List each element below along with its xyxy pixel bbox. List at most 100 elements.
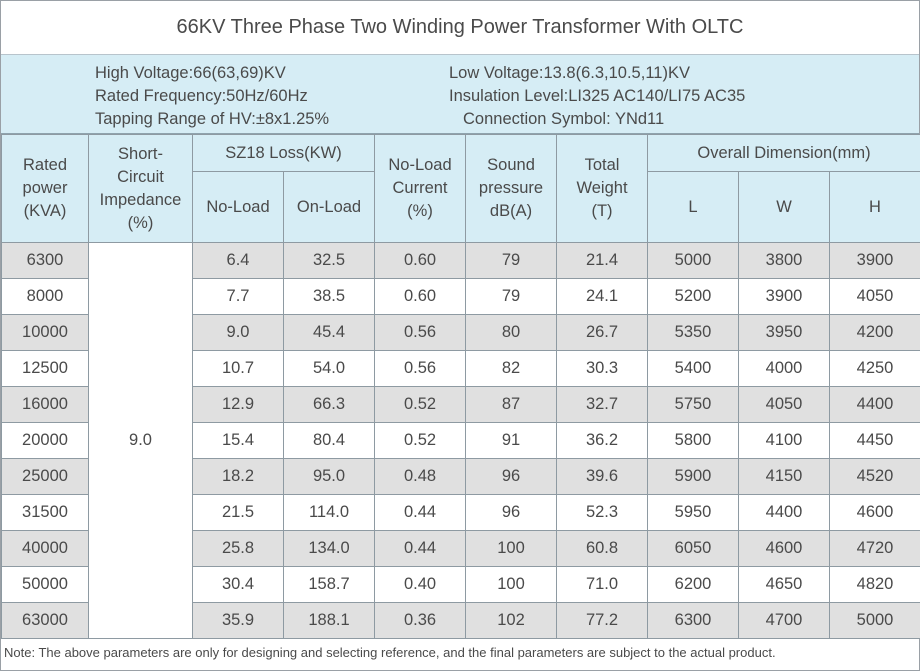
cell-sound-pressure: 102 xyxy=(465,602,558,639)
cell-rated-power: 50000 xyxy=(1,566,89,603)
cell-rated-power: 12500 xyxy=(1,350,89,387)
cell-dimension-l: 5000 xyxy=(647,242,740,279)
cell-no-load-loss: 25.8 xyxy=(192,530,284,567)
cell-on-load-loss: 134.0 xyxy=(282,530,376,567)
cell-dimension-h: 4450 xyxy=(829,422,920,459)
cell-dimension-h: 4250 xyxy=(829,350,920,387)
cell-on-load-loss: 38.5 xyxy=(282,278,376,315)
cell-dimension-h: 4820 xyxy=(829,566,920,603)
table-row: 50000 30.4 158.7 0.40 100 71.0 6200 4650 4820 xyxy=(1,566,920,603)
footnote: Note: The above parameters are only for … xyxy=(4,645,776,660)
cell-dimension-l: 5350 xyxy=(647,314,740,351)
header-no-load-loss: No-Load xyxy=(192,171,284,243)
cell-dimension-w: 4700 xyxy=(738,602,831,639)
cell-dimension-l: 5750 xyxy=(647,386,740,423)
cell-no-load-loss: 15.4 xyxy=(192,422,284,459)
cell-dimension-l: 5900 xyxy=(647,458,740,495)
table-row: 16000 12.9 66.3 0.52 87 32.7 5750 4050 4400 xyxy=(1,386,920,423)
cell-dimension-w: 3950 xyxy=(738,314,831,351)
cell-dimension-l: 5200 xyxy=(647,278,740,315)
cell-sound-pressure: 100 xyxy=(465,566,558,603)
cell-dimension-h: 5000 xyxy=(829,602,920,639)
table-row: 8000 7.7 38.5 0.60 79 24.1 5200 3900 4050 xyxy=(1,278,920,315)
spec-column-left: High Voltage:66(63,69)KV Rated Frequency… xyxy=(95,62,329,131)
table-row: 31500 21.5 114.0 0.44 96 52.3 5950 4400 4600 xyxy=(1,494,920,531)
cell-total-weight: 26.7 xyxy=(556,314,649,351)
cell-no-load-current: 0.60 xyxy=(374,278,467,315)
cell-total-weight: 77.2 xyxy=(556,602,649,639)
table-body: 6300 9.0 6.4 32.5 0.60 79 21.4 5000 3800 3900 8000… xyxy=(1,242,920,639)
table-row: 10000 9.0 45.4 0.56 80 26.7 5350 3950 4200 xyxy=(1,314,920,351)
cell-dimension-h: 4050 xyxy=(829,278,920,315)
cell-rated-power: 10000 xyxy=(1,314,89,351)
table-row: 12500 10.7 54.0 0.56 82 30.3 5400 4000 4250 xyxy=(1,350,920,387)
cell-rated-power: 40000 xyxy=(1,530,89,567)
cell-dimension-l: 5950 xyxy=(647,494,740,531)
header-dimension-group: Overall Dimension(mm) xyxy=(647,134,920,172)
cell-no-load-current: 0.60 xyxy=(374,242,467,279)
cell-total-weight: 24.1 xyxy=(556,278,649,315)
cell-no-load-current: 0.44 xyxy=(374,530,467,567)
cell-sound-pressure: 91 xyxy=(465,422,558,459)
cell-dimension-w: 4600 xyxy=(738,530,831,567)
table-row: 40000 25.8 134.0 0.44 100 60.8 6050 4600 4720 xyxy=(1,530,920,567)
cell-total-weight: 60.8 xyxy=(556,530,649,567)
cell-total-weight: 39.6 xyxy=(556,458,649,495)
table-row: 6300 9.0 6.4 32.5 0.60 79 21.4 5000 3800 3900 xyxy=(1,242,920,639)
table-row: 63000 35.9 188.1 0.36 102 77.2 6300 4700 5000 xyxy=(1,602,920,639)
cell-dimension-w: 4000 xyxy=(738,350,831,387)
cell-no-load-loss: 6.4 xyxy=(192,242,284,279)
cell-dimension-h: 3900 xyxy=(829,242,920,279)
spec-low-voltage: Low Voltage:13.8(6.3,10.5,11)KV xyxy=(449,64,690,82)
cell-sound-pressure: 100 xyxy=(465,530,558,567)
cell-dimension-h: 4200 xyxy=(829,314,920,351)
header-dimension-l: L xyxy=(647,171,740,243)
cell-no-load-current: 0.44 xyxy=(374,494,467,531)
cell-dimension-w: 4150 xyxy=(738,458,831,495)
cell-on-load-loss: 158.7 xyxy=(282,566,376,603)
spec-high-voltage: High Voltage:66(63,69)KV xyxy=(95,64,286,82)
cell-no-load-loss: 21.5 xyxy=(192,494,284,531)
cell-dimension-l: 6200 xyxy=(647,566,740,603)
cell-total-weight: 21.4 xyxy=(556,242,649,279)
cell-no-load-loss: 35.9 xyxy=(192,602,284,639)
cell-total-weight: 36.2 xyxy=(556,422,649,459)
cell-no-load-loss: 10.7 xyxy=(192,350,284,387)
header-impedance: Short- Circuit Impedance (%) xyxy=(88,134,193,243)
cell-on-load-loss: 66.3 xyxy=(282,386,376,423)
spec-insulation-level: Insulation Level:LI325 AC140/LI75 AC35 xyxy=(449,87,746,105)
cell-no-load-current: 0.52 xyxy=(374,386,467,423)
spec-column-right: Low Voltage:13.8(6.3,10.5,11)KV Insulati… xyxy=(449,62,745,131)
cell-no-load-current: 0.40 xyxy=(374,566,467,603)
cell-no-load-loss: 30.4 xyxy=(192,566,284,603)
spec-summary: High Voltage:66(63,69)KV Rated Frequency… xyxy=(1,55,919,134)
header-dimension-h: H xyxy=(829,171,920,243)
cell-dimension-l: 5800 xyxy=(647,422,740,459)
page-title: 66KV Three Phase Two Winding Power Trans… xyxy=(1,1,919,55)
cell-dimension-w: 3800 xyxy=(738,242,831,279)
header-rated-power: Rated power (KVA) xyxy=(1,134,89,243)
cell-dimension-w: 4400 xyxy=(738,494,831,531)
header-total-weight: Total Weight (T) xyxy=(556,134,649,243)
cell-no-load-current: 0.48 xyxy=(374,458,467,495)
cell-no-load-loss: 18.2 xyxy=(192,458,284,495)
header-dimension-w: W xyxy=(738,171,831,243)
spec-connection-symbol: Connection Symbol: YNd11 xyxy=(463,110,665,128)
header-no-load-current: No-Load Current (%) xyxy=(374,134,467,243)
cell-rated-power: 31500 xyxy=(1,494,89,531)
cell-sound-pressure: 96 xyxy=(465,494,558,531)
cell-dimension-l: 6050 xyxy=(647,530,740,567)
cell-total-weight: 52.3 xyxy=(556,494,649,531)
cell-rated-power: 6300 xyxy=(1,242,89,279)
cell-dimension-h: 4720 xyxy=(829,530,920,567)
cell-no-load-loss: 9.0 xyxy=(192,314,284,351)
cell-dimension-h: 4600 xyxy=(829,494,920,531)
cell-rated-power: 16000 xyxy=(1,386,89,423)
cell-no-load-current: 0.56 xyxy=(374,314,467,351)
cell-sound-pressure: 79 xyxy=(465,278,558,315)
table-row: 20000 15.4 80.4 0.52 91 36.2 5800 4100 4450 xyxy=(1,422,920,459)
cell-on-load-loss: 188.1 xyxy=(282,602,376,639)
cell-total-weight: 32.7 xyxy=(556,386,649,423)
header-on-load-loss: On-Load xyxy=(282,171,376,243)
